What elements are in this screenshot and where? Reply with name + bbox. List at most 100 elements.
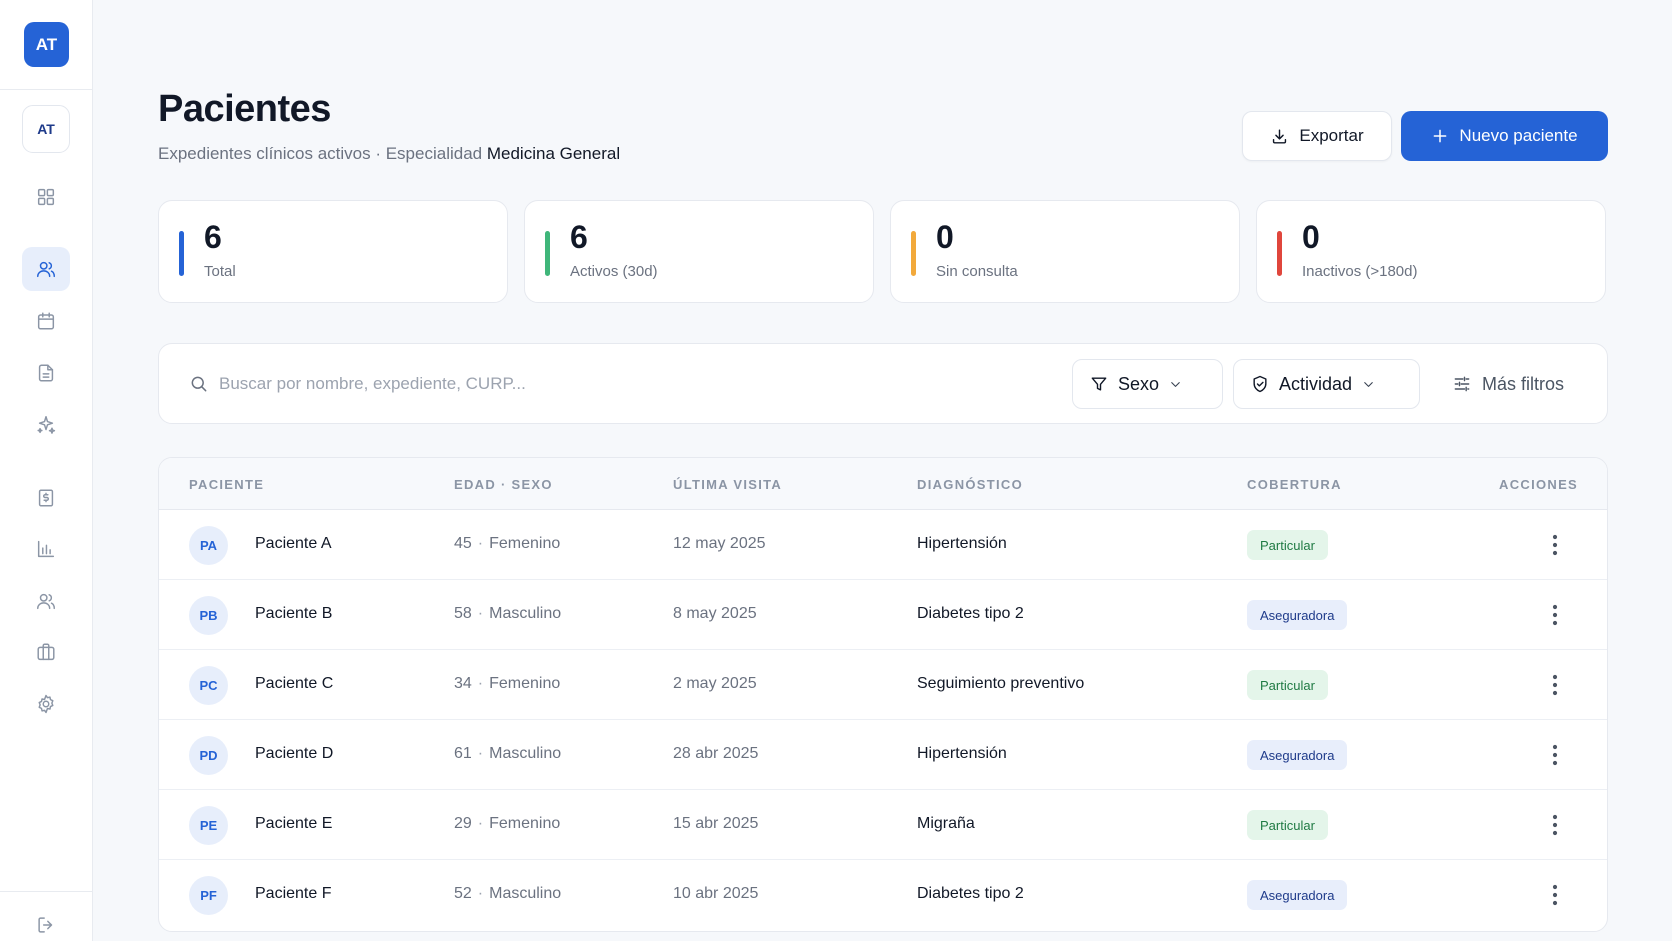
- briefcase-icon: [37, 643, 55, 661]
- patient-age-sex: 61 · Masculino: [454, 745, 561, 763]
- row-actions-button[interactable]: [1539, 599, 1571, 631]
- patient-age: 61: [454, 745, 472, 762]
- sex-filter-dropdown[interactable]: Sexo: [1072, 359, 1223, 409]
- separator-dot: ·: [477, 605, 484, 622]
- coverage-badge: Aseguradora: [1247, 600, 1348, 630]
- search-input[interactable]: [219, 366, 1019, 402]
- row-actions-button[interactable]: [1539, 669, 1571, 701]
- stat-value: 6: [204, 219, 222, 255]
- dashboard-grid-icon: [37, 188, 55, 206]
- row-actions-button[interactable]: [1539, 879, 1571, 911]
- patient-avatar: PA: [189, 526, 228, 565]
- users-icon: [37, 261, 55, 278]
- more-filters-button[interactable]: Más filtros: [1452, 359, 1564, 409]
- subtitle-prefix: Expedientes clínicos activos · Especiali…: [158, 144, 483, 163]
- nav-billing[interactable]: [22, 476, 70, 520]
- row-actions-button[interactable]: [1539, 809, 1571, 841]
- nav-documents[interactable]: [22, 351, 70, 395]
- column-header-actions: ACCIONES: [1499, 477, 1579, 492]
- separator-dot: ·: [477, 745, 484, 762]
- patient-age-sex: 52 · Masculino: [454, 885, 561, 903]
- document-icon: [38, 364, 54, 382]
- column-header-coverage[interactable]: COBERTURA: [1247, 477, 1342, 492]
- coverage-badge: Particular: [1247, 530, 1328, 560]
- table-row[interactable]: PB Paciente B 58 · Masculino 8 may 2025 Diabet…: [159, 580, 1607, 650]
- patient-sex: Masculino: [489, 745, 562, 762]
- export-button[interactable]: Exportar: [1242, 111, 1392, 161]
- patient-age: 52: [454, 885, 472, 902]
- separator-dot: ·: [477, 815, 484, 832]
- filter-bar: Sexo Actividad Más filtros: [158, 343, 1608, 424]
- patient-sex: Masculino: [489, 605, 562, 622]
- stat-label: Sin consulta: [936, 263, 1018, 280]
- stat-accent-bar: [1277, 231, 1282, 276]
- sparkles-icon: [37, 416, 56, 434]
- patient-avatar: PC: [189, 666, 228, 705]
- table-header: PACIENTE EDAD · SEXO ÚLTIMA VISITA DIAGN…: [159, 458, 1607, 510]
- search-icon: [191, 376, 207, 392]
- more-vertical-icon: [1552, 604, 1558, 626]
- column-header-diagnosis[interactable]: DIAGNÓSTICO: [917, 477, 1024, 492]
- patient-name[interactable]: Paciente D: [255, 745, 334, 762]
- table-row[interactable]: PE Paciente E 29 · Femenino 15 abr 2025 Migrañ…: [159, 790, 1607, 860]
- patient-name[interactable]: Paciente C: [255, 675, 334, 692]
- patient-avatar: PF: [189, 876, 228, 915]
- column-header-age-sex[interactable]: EDAD · SEXO: [454, 477, 553, 492]
- sidebar-divider: [0, 891, 93, 892]
- nav-dashboard[interactable]: [22, 175, 70, 219]
- activity-filter-dropdown[interactable]: Actividad: [1233, 359, 1420, 409]
- table-row[interactable]: PD Paciente D 61 · Masculino 28 abr 2025 Hiper…: [159, 720, 1607, 790]
- patient-name[interactable]: Paciente B: [255, 605, 333, 622]
- new-patient-button[interactable]: Nuevo paciente: [1401, 111, 1608, 161]
- user-avatar[interactable]: AT: [22, 105, 70, 153]
- stat-card-no-visit: 0 Sin consulta: [890, 200, 1240, 303]
- patient-diagnosis: Diabetes tipo 2: [917, 605, 1024, 622]
- more-vertical-icon: [1552, 884, 1558, 906]
- chevron-down-icon: [1171, 381, 1180, 387]
- sidebar: AT AT: [0, 0, 93, 941]
- nav-patients[interactable]: [22, 247, 70, 291]
- row-actions-button[interactable]: [1539, 739, 1571, 771]
- more-vertical-icon: [1552, 674, 1558, 696]
- patient-age-sex: 34 · Femenino: [454, 675, 560, 693]
- stat-label: Activos (30d): [570, 263, 658, 280]
- nav-inventory[interactable]: [22, 630, 70, 674]
- plus-icon: [1434, 129, 1447, 143]
- table-row[interactable]: PF Paciente F 52 · Masculino 10 abr 2025 Diabe…: [159, 860, 1607, 930]
- nav-ai[interactable]: [22, 403, 70, 447]
- column-header-last-visit[interactable]: ÚLTIMA VISITA: [673, 477, 783, 492]
- patient-sex: Masculino: [489, 885, 562, 902]
- nav-team[interactable]: [22, 579, 70, 623]
- nav-reports[interactable]: [22, 527, 70, 571]
- row-actions-button[interactable]: [1539, 529, 1571, 561]
- patient-name[interactable]: Paciente F: [255, 885, 332, 902]
- patient-name[interactable]: Paciente E: [255, 815, 333, 832]
- sex-filter-label: Sexo: [1118, 373, 1160, 394]
- patient-age-sex: 58 · Masculino: [454, 605, 561, 623]
- logout-icon: [38, 917, 53, 933]
- brand-logo[interactable]: AT: [24, 22, 69, 67]
- table-row[interactable]: PA Paciente A 45 · Femenino 12 may 2025 Hipert…: [159, 510, 1607, 580]
- patient-diagnosis: Hipertensión: [917, 745, 1007, 762]
- patient-age: 58: [454, 605, 472, 622]
- table-row[interactable]: PC Paciente C 34 · Femenino 2 may 2025 Seguimi…: [159, 650, 1607, 720]
- patient-last-visit: 15 abr 2025: [673, 815, 759, 832]
- column-header-patient[interactable]: PACIENTE: [189, 477, 265, 492]
- download-icon: [1273, 128, 1287, 144]
- settings-gear-icon: [38, 694, 54, 714]
- coverage-badge: Aseguradora: [1247, 740, 1348, 770]
- nav-calendar[interactable]: [22, 299, 70, 343]
- nav-settings[interactable]: [22, 682, 70, 726]
- patient-diagnosis: Hipertensión: [917, 535, 1007, 552]
- patients-table: PACIENTE EDAD · SEXO ÚLTIMA VISITA DIAGN…: [158, 457, 1608, 932]
- coverage-badge: Particular: [1247, 810, 1328, 840]
- stat-accent-bar: [179, 231, 184, 276]
- patient-age: 45: [454, 535, 472, 552]
- stat-label: Inactivos (>180d): [1302, 263, 1418, 280]
- patient-age: 34: [454, 675, 472, 692]
- patient-name[interactable]: Paciente A: [255, 535, 332, 552]
- calendar-icon: [37, 312, 55, 330]
- patient-diagnosis: Migraña: [917, 815, 975, 832]
- page-title: Pacientes: [158, 88, 331, 130]
- nav-logout[interactable]: [22, 903, 70, 941]
